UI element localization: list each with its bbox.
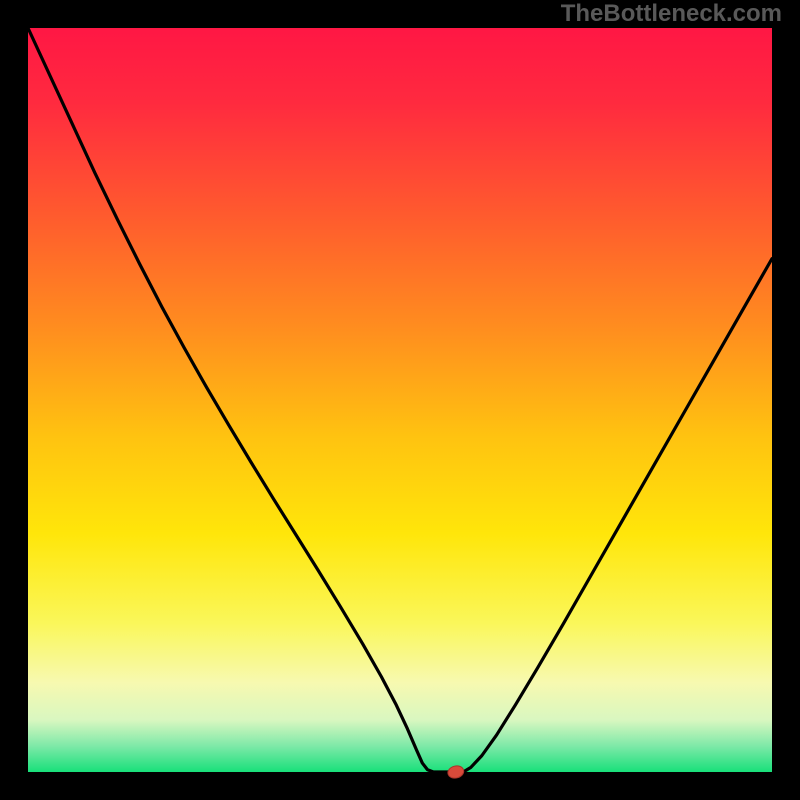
plot-background xyxy=(28,28,772,772)
bottleneck-chart xyxy=(0,0,800,800)
watermark-text: TheBottleneck.com xyxy=(561,0,782,28)
chart-root: TheBottleneck.com xyxy=(0,0,800,800)
